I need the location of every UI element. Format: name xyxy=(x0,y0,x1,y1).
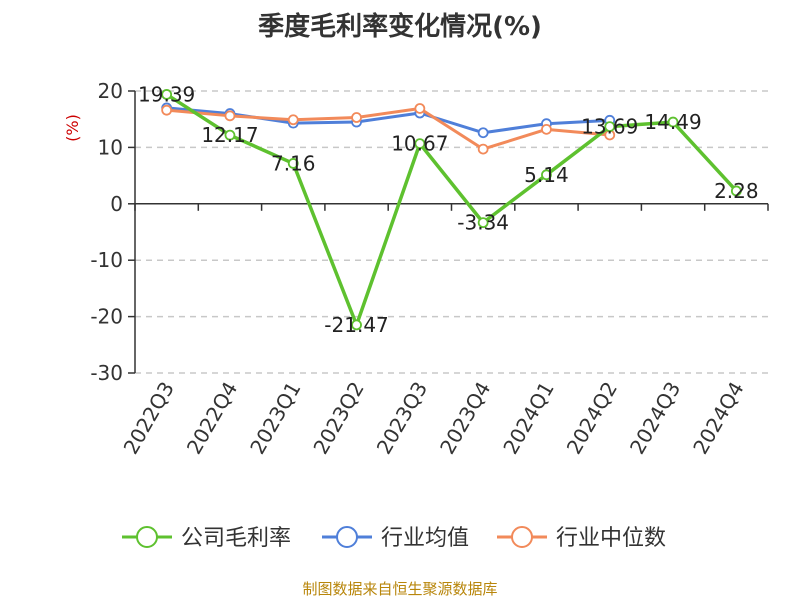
x-tick-label-7: 2024Q2 xyxy=(562,378,622,459)
series-1-point-5 xyxy=(477,127,489,139)
series-0-point-0 xyxy=(161,89,173,100)
legend-label-1: 行业均值 xyxy=(381,526,469,551)
series-lines xyxy=(161,89,742,331)
y-tick-label-3: -10 xyxy=(90,248,123,272)
series-0-point-4 xyxy=(414,138,426,150)
x-tick-label-2: 2023Q1 xyxy=(245,378,305,459)
data-label-6: 5.14 xyxy=(524,163,569,187)
y-tick-label-4: -20 xyxy=(90,305,123,329)
x-tick-label-9: 2024Q4 xyxy=(688,378,748,459)
x-tick-label-1: 2022Q4 xyxy=(182,378,242,459)
series-0-point-5 xyxy=(477,217,489,229)
data-label-1: 12.17 xyxy=(201,123,258,147)
series-0-point-2 xyxy=(287,158,299,169)
series-line-2 xyxy=(166,106,610,151)
data-label-8: 14.49 xyxy=(644,110,701,134)
series-2-point-6 xyxy=(541,123,552,135)
series-2-point-3 xyxy=(351,112,362,123)
data-label-0: 19.39 xyxy=(138,82,195,106)
chart-title: 季度毛利率变化情况(%) xyxy=(258,12,542,42)
legend-marker-1 xyxy=(336,526,358,548)
data-label-2: 7.16 xyxy=(271,151,316,175)
series-2-point-0 xyxy=(161,104,173,116)
x-tick-label-6: 2024Q1 xyxy=(498,378,558,459)
series-2-point-4 xyxy=(414,103,426,114)
series-0-point-3 xyxy=(351,319,362,331)
x-tick-label-0: 2022Q3 xyxy=(119,378,179,459)
legend-label-0: 公司毛利率 xyxy=(181,526,291,551)
data-source-note: 制图数据来自恒生聚源数据库 xyxy=(302,580,498,598)
legend-marker-0 xyxy=(136,526,158,548)
data-label-5: -3.34 xyxy=(457,211,509,235)
x-tick-label-3: 2023Q2 xyxy=(308,378,368,459)
data-label-7: 13.69 xyxy=(581,115,638,139)
series-2-point-5 xyxy=(477,143,489,155)
series-2-point-2 xyxy=(287,114,299,126)
series-0-point-8 xyxy=(667,116,679,128)
y-tick-label-1: 10 xyxy=(98,135,123,159)
series-line-0 xyxy=(165,92,738,327)
series-2-point-1 xyxy=(224,110,236,122)
legend: 公司毛利率 行业均值 行业中位数 xyxy=(122,526,666,551)
x-tick-label-5: 2023Q4 xyxy=(435,378,495,459)
data-label-9: 2.28 xyxy=(714,179,759,203)
legend-marker-2 xyxy=(511,526,533,548)
y-tick-label-5: -30 xyxy=(90,361,123,385)
y-tick-label-0: 20 xyxy=(98,79,123,103)
legend-label-2: 行业中位数 xyxy=(556,526,666,551)
series-0-point-9 xyxy=(730,185,742,197)
y-tick-label-2: 0 xyxy=(110,192,123,216)
data-label-3: -21.47 xyxy=(324,313,388,337)
x-tick-label-4: 2023Q3 xyxy=(372,378,432,459)
data-label-4: 10.67 xyxy=(391,132,448,156)
series-0-point-7 xyxy=(604,121,616,132)
series-0-point-1 xyxy=(224,129,236,141)
x-tick-label-8: 2024Q3 xyxy=(625,378,685,459)
series-0-point-6 xyxy=(541,169,552,181)
y-axis-unit-label: (%) xyxy=(63,114,82,142)
